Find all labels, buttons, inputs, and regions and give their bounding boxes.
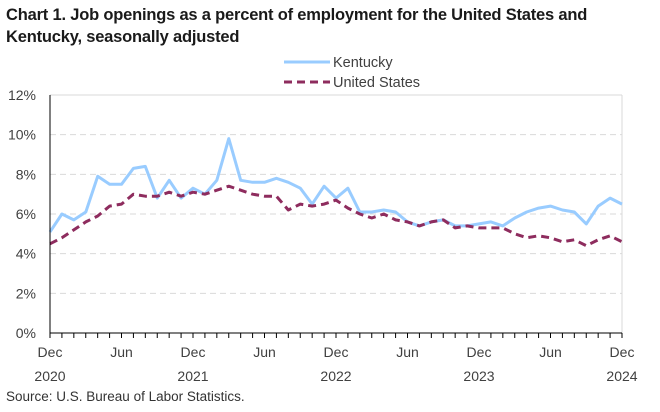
y-tick-label: 8%	[16, 166, 36, 182]
legend-label: Kentucky	[333, 55, 393, 71]
legend-label: United States	[333, 75, 420, 91]
chart-title: Chart 1. Job openings as a percent of em…	[6, 6, 588, 46]
x-tick-label-month: Dec	[467, 344, 492, 360]
x-tick-label-month: Jun	[110, 344, 133, 360]
y-tick-label: 4%	[16, 246, 36, 262]
source-note: Source: U.S. Bureau of Labor Statistics.	[6, 389, 245, 404]
y-tick-label: 6%	[16, 206, 36, 222]
y-axis-tick-labels: 0% 2% 4% 6% 8% 10% 12%	[8, 87, 36, 341]
y-tick-label: 12%	[8, 87, 36, 103]
y-tick-label: 0%	[16, 325, 36, 341]
gridlines	[50, 94, 623, 333]
y-tick-label: 10%	[8, 127, 36, 143]
series-lines	[48, 137, 623, 248]
x-axis-tick-labels: Dec 2020 Jun Dec 2021 Jun Dec 2022 Jun Dec 2023 Jun…	[34, 344, 637, 384]
y-tick-label: 2%	[16, 285, 36, 301]
x-tick-label-month: Dec	[610, 344, 635, 360]
legend: Kentucky United States	[284, 55, 420, 91]
x-tick-label-month: Dec	[181, 344, 206, 360]
legend-item-kentucky: Kentucky	[284, 55, 393, 71]
x-tick-label-year: 2024	[606, 368, 637, 384]
x-tick-label-month: Jun	[253, 344, 276, 360]
legend-item-united-states: United States	[284, 75, 420, 91]
x-tick-label-year: 2021	[177, 368, 208, 384]
x-tick-label-year: 2020	[34, 368, 65, 384]
axes	[49, 95, 623, 338]
x-tick-label-month: Jun	[396, 344, 419, 360]
x-tick-label-month: Jun	[539, 344, 562, 360]
x-tick-label-month: Dec	[38, 344, 63, 360]
series-line-kentucky	[48, 137, 623, 233]
x-tick-label-month: Dec	[324, 344, 349, 360]
x-tick-label-year: 2023	[463, 368, 494, 384]
x-tick-label-year: 2022	[320, 368, 351, 384]
series-line-united-states	[49, 184, 623, 248]
